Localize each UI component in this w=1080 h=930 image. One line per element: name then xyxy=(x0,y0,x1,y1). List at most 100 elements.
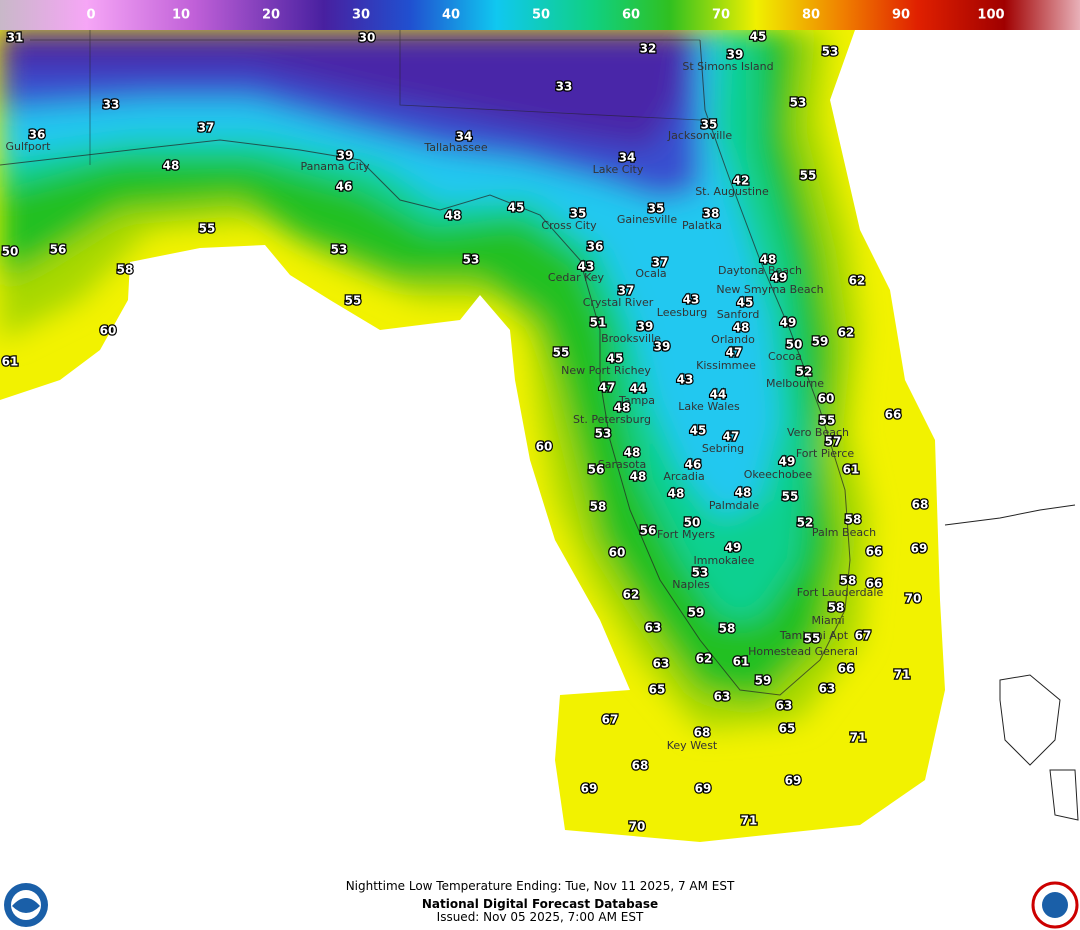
station-value: 43 xyxy=(578,260,595,274)
station-value: 50 xyxy=(2,245,19,259)
color-bar-label: 100 xyxy=(977,8,1004,23)
color-bar xyxy=(0,0,1080,30)
city-label: Fort Pierce xyxy=(796,447,855,460)
station-value: 49 xyxy=(771,271,788,285)
city-label: Key West xyxy=(667,739,718,752)
footer-issued: Issued: Nov 05 2025, 7:00 AM EST xyxy=(437,910,644,924)
station-value: 55 xyxy=(345,294,362,308)
station-value: 35 xyxy=(570,207,587,221)
station-value: 62 xyxy=(849,274,866,288)
city-label: Ocala xyxy=(635,267,666,280)
station-value: 67 xyxy=(602,713,619,727)
city-label: Palatka xyxy=(682,219,722,232)
station-value: 65 xyxy=(649,683,666,697)
station-value: 67 xyxy=(855,629,872,643)
city-label: Sebring xyxy=(702,442,744,455)
city-label: Okeechobee xyxy=(744,468,813,481)
station-value: 36 xyxy=(587,240,604,254)
station-value: 34 xyxy=(456,130,473,144)
color-bar-label: 30 xyxy=(352,8,370,23)
station-value: 35 xyxy=(701,118,718,132)
station-value: 58 xyxy=(845,513,862,527)
station-value: 60 xyxy=(100,324,117,338)
city-label: Leesburg xyxy=(657,306,707,319)
city-label: Arcadia xyxy=(663,470,704,483)
city-label: Miami xyxy=(811,614,844,627)
color-bar-label: 0 xyxy=(86,8,95,23)
station-value: 50 xyxy=(684,516,701,530)
station-value: 47 xyxy=(723,430,740,444)
station-value: 55 xyxy=(800,169,817,183)
station-value: 48 xyxy=(445,209,462,223)
city-label: Sanford xyxy=(717,308,760,321)
station-value: 61 xyxy=(843,463,860,477)
station-value: 63 xyxy=(776,699,793,713)
state-borders xyxy=(30,30,701,165)
color-bar-label: 80 xyxy=(802,8,820,23)
station-value: 63 xyxy=(714,690,731,704)
color-bar-label: 60 xyxy=(622,8,640,23)
station-value: 66 xyxy=(866,577,883,591)
nws-logo xyxy=(1031,881,1079,929)
station-value: 46 xyxy=(336,180,353,194)
station-value: 45 xyxy=(508,201,525,215)
station-value: 45 xyxy=(750,30,767,44)
station-value: 39 xyxy=(654,340,671,354)
city-label: Immokalee xyxy=(694,554,755,567)
city-label: Sarasota xyxy=(598,458,647,471)
city-label: Fort Lauderdale xyxy=(797,586,884,599)
station-value: 33 xyxy=(556,80,573,94)
city-label: Naples xyxy=(672,578,710,591)
station-value: 46 xyxy=(685,458,702,472)
station-values: 31 30 32 39 45 53 33 33 53 37 36 34 35 39 34 48 46 42 55 45… xyxy=(0,28,929,835)
station-value: 71 xyxy=(741,814,758,828)
city-label: Daytona Beach xyxy=(718,264,802,277)
city-label: Cross City xyxy=(541,219,597,232)
station-value: 45 xyxy=(690,424,707,438)
color-bar-label: 20 xyxy=(262,8,280,23)
city-label: Homestead General xyxy=(748,645,858,658)
station-value: 62 xyxy=(838,326,855,340)
station-value: 69 xyxy=(911,542,928,556)
city-label: Gulfport xyxy=(6,140,52,153)
station-value: 68 xyxy=(912,498,929,512)
city-label: Fort Myers xyxy=(657,528,715,541)
station-value: 53 xyxy=(463,253,480,267)
city-label: Kissimmee xyxy=(696,359,756,372)
station-value: 53 xyxy=(331,243,348,257)
station-value: 62 xyxy=(696,652,713,666)
station-value: 59 xyxy=(688,606,705,620)
city-label: Lake Wales xyxy=(678,400,740,413)
city-label: Palm Beach xyxy=(812,526,876,539)
noaa-logo xyxy=(4,883,48,927)
station-value: 42 xyxy=(733,174,750,188)
station-value: 52 xyxy=(797,516,814,530)
city-label: Palmdale xyxy=(709,499,759,512)
station-value: 48 xyxy=(735,486,752,500)
station-value: 38 xyxy=(703,207,720,221)
station-value: 62 xyxy=(623,588,640,602)
station-value: 48 xyxy=(614,401,631,415)
station-value: 30 xyxy=(359,31,376,45)
station-value: 69 xyxy=(695,782,712,796)
station-value: 55 xyxy=(804,632,821,646)
station-value: 32 xyxy=(640,42,657,56)
station-value: 61 xyxy=(733,655,750,669)
station-value: 45 xyxy=(737,296,754,310)
station-value: 66 xyxy=(866,545,883,559)
city-label: New Port Richey xyxy=(561,364,651,377)
station-value: 39 xyxy=(637,320,654,334)
station-value: 53 xyxy=(692,566,709,580)
color-bar-label: 70 xyxy=(712,8,730,23)
station-value: 55 xyxy=(782,490,799,504)
station-value: 63 xyxy=(645,621,662,635)
station-value: 48 xyxy=(630,470,647,484)
station-value: 59 xyxy=(812,335,829,349)
station-value: 31 xyxy=(7,31,24,45)
city-label: Gainesville xyxy=(617,213,677,226)
city-label: New Smyrna Beach xyxy=(716,283,823,296)
color-bar-label: 40 xyxy=(442,8,460,23)
station-value: 60 xyxy=(536,440,553,454)
station-value: 66 xyxy=(885,408,902,422)
